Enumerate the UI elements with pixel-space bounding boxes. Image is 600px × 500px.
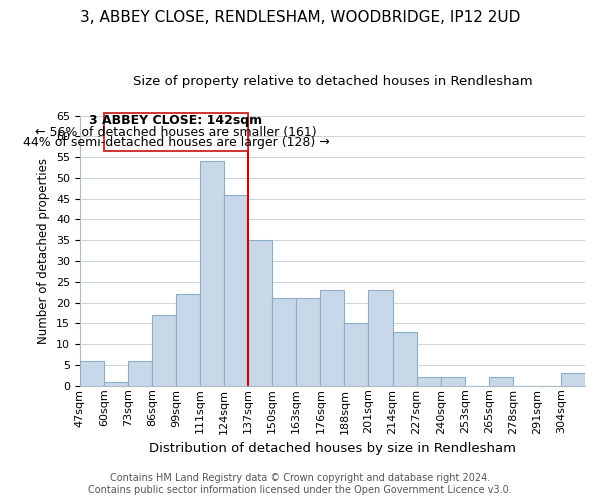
Bar (344, 324, 368, 386)
Bar (272, 298, 296, 386)
Text: ← 56% of detached houses are smaller (161): ← 56% of detached houses are smaller (16… (35, 126, 317, 138)
Title: Size of property relative to detached houses in Rendlesham: Size of property relative to detached ho… (133, 75, 532, 88)
Text: 44% of semi-detached houses are larger (128) →: 44% of semi-detached houses are larger (… (23, 136, 329, 149)
Bar (80, 361, 104, 386)
Bar (248, 240, 272, 386)
Bar (200, 162, 224, 386)
Bar (416, 378, 440, 386)
Text: 3, ABBEY CLOSE, RENDLESHAM, WOODBRIDGE, IP12 2UD: 3, ABBEY CLOSE, RENDLESHAM, WOODBRIDGE, … (80, 10, 520, 25)
FancyBboxPatch shape (104, 114, 248, 151)
Y-axis label: Number of detached properties: Number of detached properties (37, 158, 50, 344)
Bar (368, 290, 392, 386)
Bar (224, 194, 248, 386)
Text: Contains HM Land Registry data © Crown copyright and database right 2024.
Contai: Contains HM Land Registry data © Crown c… (88, 474, 512, 495)
Bar (296, 298, 320, 386)
Bar (440, 378, 465, 386)
X-axis label: Distribution of detached houses by size in Rendlesham: Distribution of detached houses by size … (149, 442, 516, 455)
Bar (489, 378, 513, 386)
Text: 3 ABBEY CLOSE: 142sqm: 3 ABBEY CLOSE: 142sqm (89, 114, 263, 127)
Bar (104, 382, 128, 386)
Bar (152, 315, 176, 386)
Bar (392, 332, 416, 386)
Bar (320, 290, 344, 386)
Bar (561, 374, 585, 386)
Bar (128, 361, 152, 386)
Bar (176, 294, 200, 386)
